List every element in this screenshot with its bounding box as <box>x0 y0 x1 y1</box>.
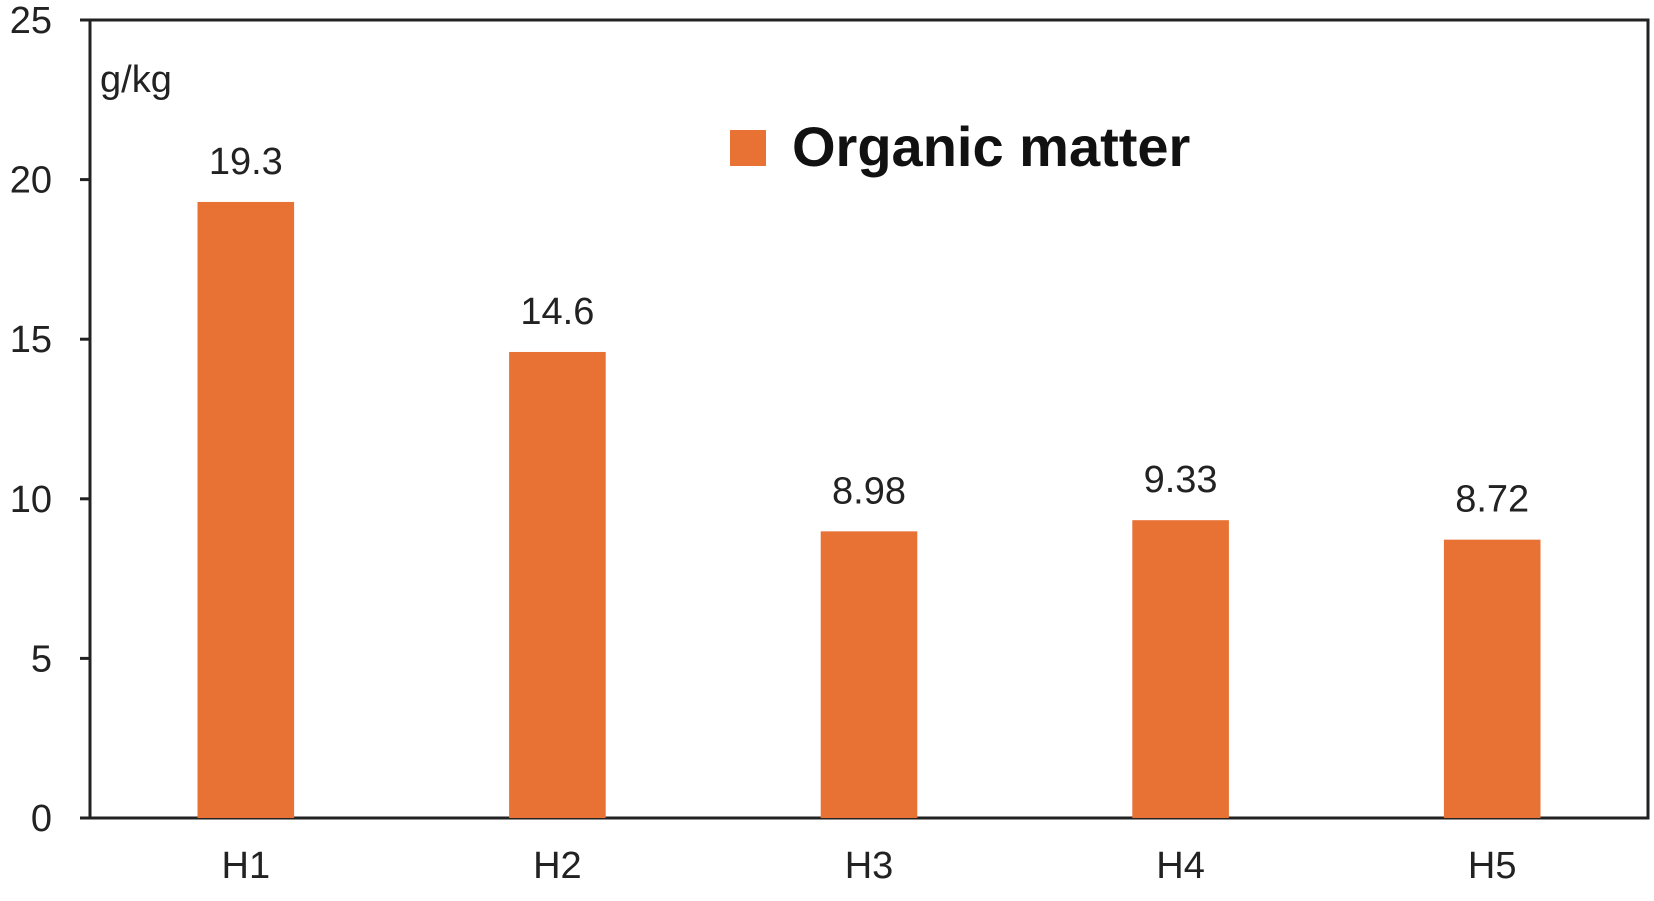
data-labels: 19.3 14.6 8.98 9.33 8.72 <box>209 141 1529 521</box>
y-tick-label: 10 <box>10 479 52 521</box>
bar-h3 <box>820 531 918 818</box>
y-tick-label: 0 <box>31 798 52 840</box>
data-label: 8.72 <box>1455 479 1529 521</box>
bar-h4 <box>1132 520 1229 818</box>
x-tick-label: H3 <box>845 845 894 887</box>
data-label: 9.33 <box>1144 459 1218 501</box>
x-axis: H1 H2 H3 H4 H5 <box>222 845 1517 887</box>
x-tick-label: H1 <box>222 845 271 887</box>
legend-label-organic-matter: Organic matter <box>792 115 1190 178</box>
legend-swatch-organic-matter <box>730 130 766 166</box>
legend: Organic matter <box>730 115 1190 178</box>
data-label: 19.3 <box>209 141 283 183</box>
x-tick-label: H4 <box>1156 845 1205 887</box>
y-tick-label: 5 <box>31 638 52 680</box>
y-axis: 0 5 10 15 20 25 <box>10 0 90 840</box>
data-label: 14.6 <box>520 291 594 333</box>
x-tick-label: H5 <box>1468 845 1517 887</box>
data-label: 8.98 <box>832 470 906 512</box>
y-tick-label: 20 <box>10 160 52 202</box>
bar-series <box>197 201 1541 819</box>
bar-h5 <box>1443 539 1541 818</box>
y-tick-label: 15 <box>10 319 52 361</box>
bar-h2 <box>509 351 606 818</box>
y-tick-label: 25 <box>10 0 52 42</box>
y-axis-unit-label: g/kg <box>100 59 172 101</box>
x-tick-label: H2 <box>533 845 582 887</box>
bar-h1 <box>197 201 295 819</box>
